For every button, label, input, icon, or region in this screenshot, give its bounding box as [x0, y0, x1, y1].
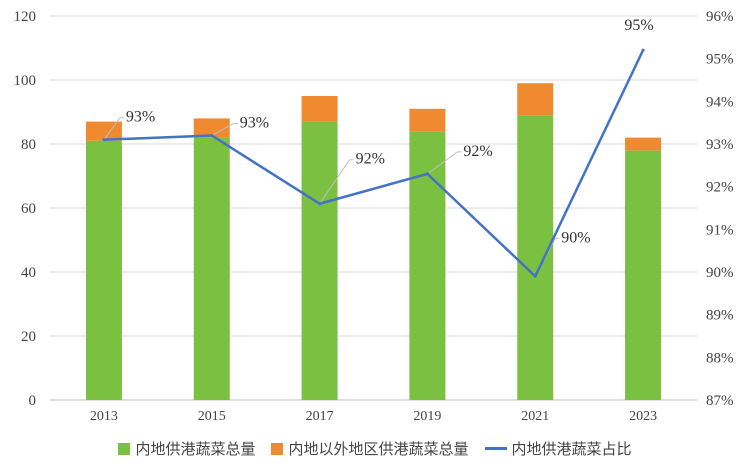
label-leader: [427, 151, 462, 175]
bar-mainland: [409, 131, 446, 400]
right-tick-label: 89%: [706, 308, 734, 324]
legend-label-other: 内地以外地区供港蔬菜总量: [288, 440, 469, 458]
share-point: [425, 172, 429, 176]
legend-item-mainland: 内地供港蔬菜总量: [118, 438, 255, 459]
legend-item-share: 内地供港蔬菜占比: [484, 438, 632, 459]
data-label: 90%: [561, 229, 590, 246]
label-leader: [103, 117, 124, 141]
right-tick-label: 90%: [706, 265, 734, 281]
bar-other: [517, 83, 554, 116]
left-tick-label: 60: [21, 201, 36, 217]
legend-swatch-orange: [271, 442, 284, 455]
bar-series: [85, 83, 662, 401]
x-tick-label: 2021: [521, 409, 549, 424]
legend: 内地供港蔬菜总量 内地以外地区供港蔬菜总量 内地供港蔬菜占比: [0, 438, 750, 459]
share-point: [533, 274, 537, 278]
left-tick-label: 100: [14, 73, 37, 89]
data-label: 93%: [126, 109, 155, 126]
bar-other: [301, 96, 338, 122]
right-axis-ticks: 87% 88% 89% 90% 91% 92% 93% 94% 95% 96%: [706, 9, 734, 409]
right-tick-label: 91%: [706, 222, 734, 238]
legend-label-share: 内地供港蔬菜占比: [511, 440, 632, 458]
legend-item-other: 内地以外地区供港蔬菜总量: [271, 438, 469, 459]
right-tick-label: 96%: [706, 9, 734, 25]
right-tick-label: 94%: [706, 94, 734, 110]
bar-mainland: [301, 121, 338, 400]
share-point: [641, 48, 645, 52]
legend-swatch-line: [484, 447, 507, 450]
gridlines: [50, 15, 697, 401]
data-label: 95%: [624, 17, 653, 34]
x-tick-label: 2017: [306, 409, 334, 424]
label-leader: [211, 122, 238, 136]
bar-other: [85, 121, 122, 141]
data-label: 92%: [356, 151, 385, 168]
left-axis-ticks: 0 20 40 60 80 100 120: [14, 9, 37, 409]
left-tick-label: 120: [14, 9, 37, 25]
right-tick-label: 87%: [706, 393, 734, 409]
label-leader: [319, 159, 354, 205]
right-tick-label: 93%: [706, 137, 734, 153]
bar-other: [193, 118, 230, 138]
bar-other: [409, 108, 446, 132]
x-axis: 2013 2015 2017 2019 2021 2023: [90, 409, 657, 424]
line-data-labels: 93% 93% 92% 92% 90% 95%: [126, 17, 654, 246]
bar-mainland: [625, 150, 662, 400]
left-tick-label: 40: [21, 265, 36, 281]
data-label: 92%: [463, 143, 492, 160]
left-tick-label: 20: [21, 329, 36, 345]
data-label-leaders: [103, 117, 560, 277]
share-point: [102, 138, 106, 142]
x-tick-label: 2015: [198, 409, 226, 424]
right-tick-label: 95%: [706, 52, 734, 68]
share-line: [103, 49, 645, 278]
x-tick-label: 2019: [413, 409, 441, 424]
right-tick-label: 92%: [706, 180, 734, 196]
legend-swatch-green: [118, 442, 131, 455]
left-tick-label: 80: [21, 137, 36, 153]
x-tick-label: 2013: [90, 409, 118, 424]
left-tick-label: 0: [29, 393, 37, 409]
bar-other: [625, 137, 662, 151]
share-point: [318, 202, 322, 206]
data-label: 93%: [240, 114, 269, 131]
bar-mainland: [85, 140, 122, 401]
line-series: [102, 48, 645, 278]
legend-label-mainland: 内地供港蔬菜总量: [135, 440, 256, 458]
right-tick-label: 88%: [706, 350, 734, 366]
bar-mainland: [517, 115, 554, 400]
bar-mainland: [193, 137, 230, 400]
share-point: [210, 133, 214, 137]
x-tick-label: 2023: [629, 409, 657, 424]
